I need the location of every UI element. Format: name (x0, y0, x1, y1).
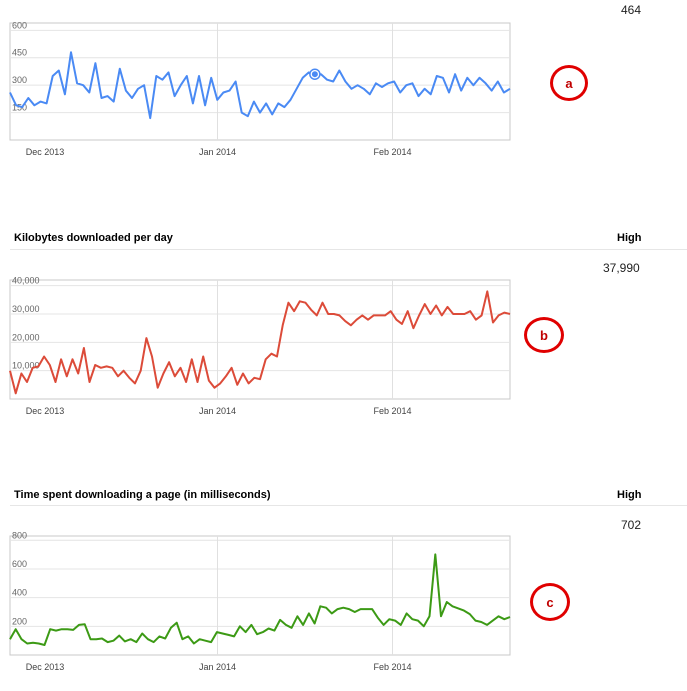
y-tick-label: 20,000 (12, 332, 40, 342)
y-tick-label: 450 (12, 48, 27, 58)
plot-frame (9, 535, 511, 656)
y-tick-label: 400 (12, 588, 27, 598)
x-tick-label: Feb 2014 (373, 662, 411, 672)
x-tick-label: Jan 2014 (199, 147, 236, 157)
section-divider (10, 249, 687, 250)
high-value-a: 464 (621, 3, 642, 17)
x-tick-label: Feb 2014 (373, 406, 411, 416)
y-tick-label: 600 (12, 559, 27, 569)
section-title-b: Kilobytes downloaded per day (14, 232, 173, 244)
plot-frame (9, 279, 511, 400)
x-tick-label: Dec 2013 (26, 662, 65, 672)
y-tick-label: 600 (12, 20, 27, 30)
x-tick-label: Dec 2013 (26, 406, 65, 416)
series-line (9, 290, 511, 395)
y-tick-label: 200 (12, 616, 27, 626)
highlight-point[interactable] (311, 71, 318, 78)
marker-b: b (524, 317, 564, 353)
series-line (9, 51, 511, 120)
y-tick-label: 150 (12, 103, 27, 113)
x-tick-label: Feb 2014 (373, 147, 411, 157)
marker-a: a (550, 65, 588, 101)
y-tick-label: 40,000 (12, 276, 40, 286)
section-title-c: Time spent downloading a page (in millis… (14, 489, 271, 501)
marker-c: c (530, 583, 570, 621)
x-tick-label: Jan 2014 (199, 406, 236, 416)
chart-c: 800 600 400 200 Dec 2013 Jan 2014 Feb 2014 (9, 532, 511, 672)
high-label-b: High (617, 232, 642, 244)
high-value-b: 37,990 (603, 261, 640, 275)
high-value-c: 702 (621, 518, 642, 532)
x-tick-label: Jan 2014 (199, 662, 236, 672)
chart-a: 600 450 300 150 Dec 2013 Jan 2014 Feb 2014 (9, 20, 511, 157)
high-label-c: High (617, 489, 642, 501)
y-tick-label: 30,000 (12, 304, 40, 314)
plot-frame (9, 22, 511, 141)
chart-b: 40,000 30,000 20,000 10,000 Dec 2013 Jan 2014… (9, 276, 511, 416)
y-tick-label: 10,000 (12, 361, 40, 371)
y-tick-label: 800 (12, 532, 27, 540)
series-line (9, 553, 511, 646)
x-tick-label: Dec 2013 (26, 147, 65, 157)
section-divider (10, 505, 687, 506)
y-tick-label: 300 (12, 75, 27, 85)
